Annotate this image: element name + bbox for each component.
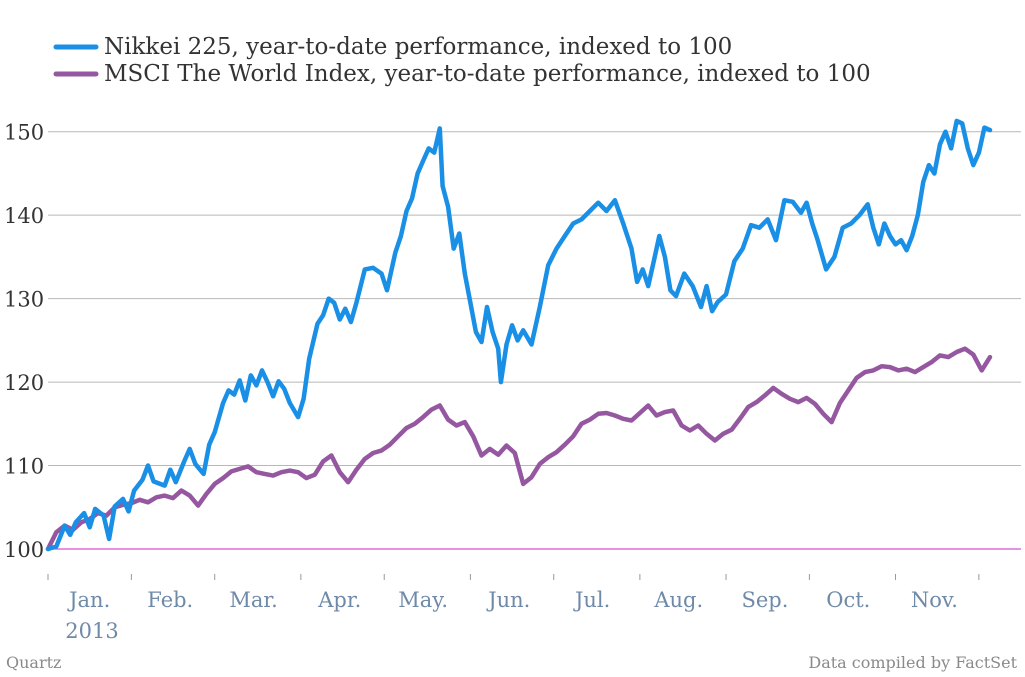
y-axis-ticks: 100 110 120 130 140 150	[4, 121, 44, 562]
chart-series	[45, 118, 993, 552]
x-tick-label: May.	[398, 588, 448, 612]
footer-source: Data compiled by FactSet	[808, 653, 1017, 672]
x-tick-label: Aug.	[653, 588, 703, 612]
chart-gridlines	[48, 131, 1021, 550]
x-tick-label: Feb.	[147, 588, 193, 612]
y-tick-label: 120	[4, 371, 44, 395]
x-tick-label: Jan.	[67, 588, 110, 612]
x-tick-label: Mar.	[229, 588, 277, 612]
y-tick-label: 110	[4, 455, 44, 479]
x-axis-year-label: 2013	[65, 619, 118, 643]
x-tick-label: Jul.	[573, 588, 610, 612]
x-tick-label: Apr.	[317, 588, 361, 612]
x-tick-label: Sep.	[741, 588, 788, 612]
series-line	[45, 118, 993, 552]
x-axis-ticks: Jan. Feb. Mar. Apr. May. Jun. Jul. Aug. Sep. Oct.…	[47, 574, 980, 612]
x-tick-label: Nov.	[911, 588, 958, 612]
chart-legend: Nikkei 225, year-to-date performance, in…	[53, 34, 871, 87]
footer-credit: Quartz	[6, 653, 61, 672]
series-line	[45, 346, 993, 552]
y-tick-label: 140	[4, 204, 44, 228]
legend-label: Nikkei 225, year-to-date performance, in…	[104, 34, 732, 60]
legend-label: MSCI The World Index, year-to-date perfo…	[104, 61, 871, 87]
x-tick-label: Jun.	[486, 588, 530, 612]
y-tick-label: 130	[4, 288, 44, 312]
y-tick-label: 100	[4, 538, 44, 562]
y-tick-label: 150	[4, 121, 44, 145]
x-tick-label: Oct.	[826, 588, 870, 612]
